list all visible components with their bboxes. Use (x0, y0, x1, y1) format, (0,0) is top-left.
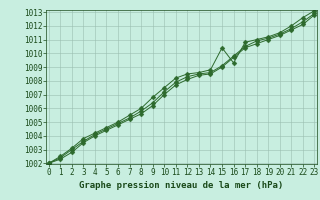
X-axis label: Graphe pression niveau de la mer (hPa): Graphe pression niveau de la mer (hPa) (79, 181, 284, 190)
